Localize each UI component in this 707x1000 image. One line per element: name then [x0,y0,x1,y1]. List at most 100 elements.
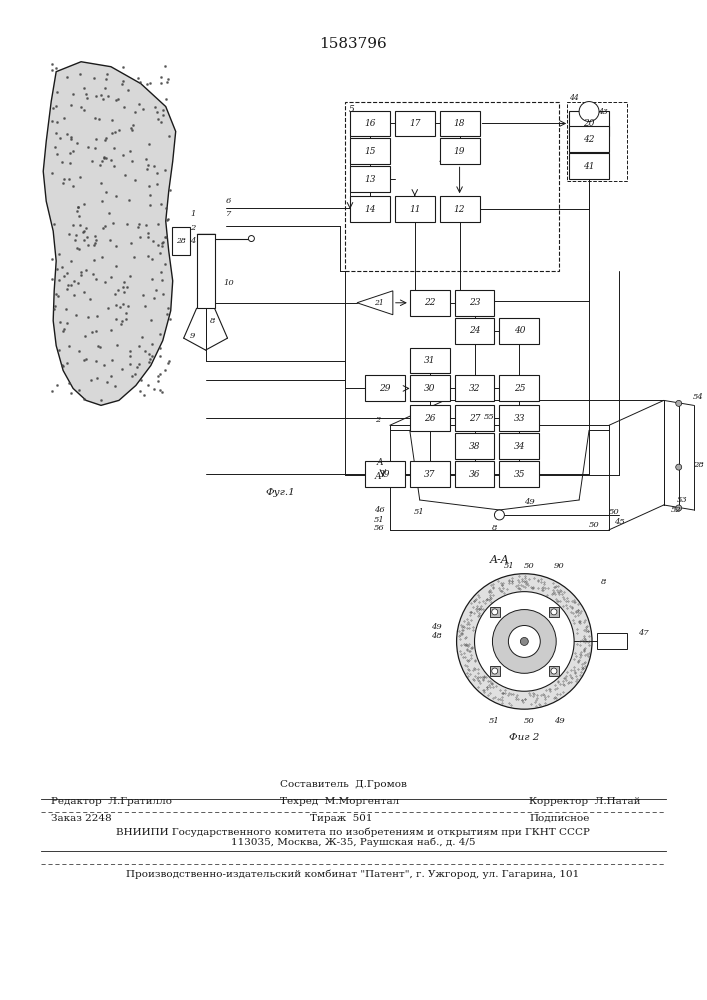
Circle shape [494,510,504,520]
Text: 90: 90 [554,562,565,570]
Bar [365,375,405,401]
Bar [350,166,390,192]
Text: Корректор  Л.Патай: Корректор Л.Патай [530,797,641,806]
Text: 10: 10 [223,279,234,287]
Bar [365,461,405,487]
Text: 18: 18 [454,119,465,128]
Circle shape [457,574,592,709]
Text: 23: 23 [469,298,480,307]
Bar [499,318,539,344]
Text: 47: 47 [638,629,649,637]
Text: 32: 32 [469,384,480,393]
Text: 50: 50 [589,521,600,529]
Text: 13: 13 [364,175,375,184]
Circle shape [551,609,557,615]
Bar [350,138,390,164]
Text: 28: 28 [176,237,185,245]
Bar [490,607,500,617]
Text: 11: 11 [409,205,421,214]
Text: 39: 39 [379,470,391,479]
Text: 45: 45 [614,518,624,526]
Text: 26: 26 [424,414,436,423]
Bar [455,375,494,401]
Circle shape [551,668,557,674]
Text: 12: 12 [454,205,465,214]
Text: 48: 48 [431,632,442,640]
Text: 56: 56 [374,524,385,532]
Text: A: A [375,472,381,481]
Text: 35: 35 [513,470,525,479]
Bar [569,111,609,136]
Circle shape [676,505,682,511]
Text: 29: 29 [379,384,391,393]
Bar [440,196,479,222]
Text: 27: 27 [469,414,480,423]
Text: Составитель  Д.Громов: Составитель Д.Громов [280,780,407,789]
Text: A: A [376,458,383,467]
Text: 44: 44 [569,94,579,102]
Text: 113035, Москва, Ж-35, Раушская наб., д. 4/5: 113035, Москва, Ж-35, Раушская наб., д. … [230,837,475,847]
Text: Тираж  501: Тираж 501 [310,814,373,823]
Bar [455,461,494,487]
Text: 5: 5 [349,105,355,114]
Bar [350,196,390,222]
Bar [455,290,494,316]
Bar [549,607,559,617]
Bar [499,405,539,431]
Text: 17: 17 [409,119,421,128]
Text: 49: 49 [554,717,565,725]
Bar [455,433,494,459]
Text: 46: 46 [374,506,385,514]
Circle shape [248,236,255,242]
Text: Редактор  Л.Гратилло: Редактор Л.Гратилло [51,797,173,806]
Text: 6: 6 [226,197,231,205]
Text: 41: 41 [583,162,595,171]
Bar [499,461,539,487]
Bar [395,196,435,222]
Bar [410,348,450,373]
Bar [410,405,450,431]
Bar [197,234,214,308]
Text: 51: 51 [504,562,515,570]
Bar [455,318,494,344]
Text: Подписное: Подписное [530,814,590,823]
Text: 49: 49 [524,498,534,506]
Bar [490,666,500,676]
Circle shape [676,400,682,406]
Bar [440,111,479,136]
Text: 34: 34 [513,442,525,451]
Bar [499,433,539,459]
Bar [499,375,539,401]
Text: 21: 21 [374,299,384,307]
Bar [597,633,627,649]
Text: 14: 14 [364,205,375,214]
Text: 51: 51 [414,508,425,516]
Bar [455,405,494,431]
Text: 33: 33 [513,414,525,423]
Text: Заказ 2248: Заказ 2248 [51,814,112,823]
Text: 7: 7 [226,210,231,218]
Text: 25: 25 [513,384,525,393]
Text: 8: 8 [602,578,607,586]
Text: 4: 4 [190,237,195,245]
Circle shape [474,592,574,691]
Circle shape [520,637,528,645]
Polygon shape [43,62,176,405]
Circle shape [508,626,540,657]
Text: 50: 50 [609,508,619,516]
Text: ВНИИПИ Государственного комитета по изобретениям и открытиям при ГКНТ СССР: ВНИИПИ Государственного комитета по изоб… [116,827,590,837]
Text: 55: 55 [484,413,495,421]
Text: 30: 30 [424,384,436,393]
Text: Фuг 2: Фuг 2 [509,733,539,742]
Bar [410,290,450,316]
Text: 50: 50 [524,717,534,725]
Bar [440,138,479,164]
Bar [350,111,390,136]
Text: 2: 2 [190,224,195,232]
Text: 49: 49 [431,623,442,631]
Text: Фуг.1: Фуг.1 [265,488,295,497]
Circle shape [676,464,682,470]
Text: 2: 2 [375,416,380,424]
Text: 8: 8 [492,524,497,532]
Bar [172,227,189,255]
